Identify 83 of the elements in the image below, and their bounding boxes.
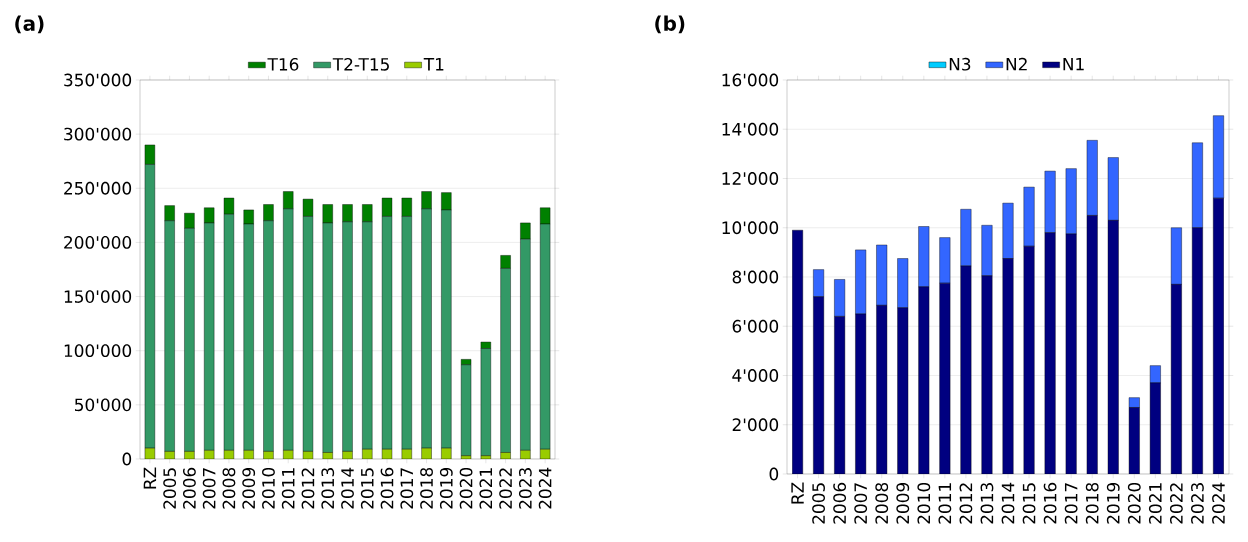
x-tick-label: 2014	[341, 467, 354, 509]
x-tick-label: 2012	[959, 483, 973, 524]
bar	[960, 209, 972, 267]
y-tick-label: 6'000	[732, 319, 779, 333]
x-tick-label: 2009	[242, 467, 256, 509]
bar	[1170, 227, 1182, 285]
x-tick-label: 2006	[183, 467, 196, 509]
chart-title: (b)	[655, 15, 685, 34]
bar	[918, 226, 930, 288]
x-tick-label: 2015	[1022, 483, 1036, 524]
y-tick-label: 0	[769, 467, 779, 481]
y-tick-label: 300'000	[64, 127, 132, 141]
x-tick-label: 2018	[420, 467, 433, 509]
x-tick-label: 2022	[1169, 483, 1183, 524]
legend-label: N2	[1006, 57, 1027, 71]
x-tick-label: 2008	[875, 482, 889, 524]
y-tick-label: 2'000	[732, 418, 779, 432]
bar	[1149, 365, 1161, 384]
y-tick-label: 350'000	[64, 73, 132, 87]
x-tick-label: 2021	[479, 468, 493, 509]
bar	[855, 249, 867, 315]
y-tick-label: 14'000	[722, 122, 779, 136]
x-tick-label: 2023	[518, 468, 532, 509]
x-tick-label: 2005	[812, 483, 825, 524]
y-tick-label: 150'000	[64, 290, 132, 303]
y-tick-label: 4'000	[732, 369, 779, 382]
bar	[876, 244, 888, 306]
bar	[897, 258, 909, 308]
bar	[960, 265, 972, 474]
x-tick-label: 2009	[896, 482, 910, 524]
bar	[834, 279, 846, 317]
x-tick-label: 2017	[1064, 483, 1078, 524]
x-tick-label: 2019	[439, 467, 453, 509]
x-tick-label: 2024	[538, 467, 552, 509]
x-tick-label: 2010	[262, 467, 275, 509]
y-tick-label: 0	[122, 452, 132, 466]
y-tick-label: 16'000	[722, 73, 779, 87]
x-tick-label: 2013	[980, 483, 994, 524]
legend-label: N3	[949, 57, 971, 71]
x-tick-label: RZ	[143, 467, 157, 489]
y-tick-label: 10'000	[722, 221, 779, 235]
x-tick-label: 2010	[917, 482, 931, 524]
x-tick-label: 2014	[1001, 482, 1015, 524]
x-tick-label: 2024	[1212, 482, 1225, 524]
x-tick-label: 2018	[1085, 482, 1099, 524]
x-tick-label: RZ	[791, 482, 804, 504]
legend-label: T1	[423, 58, 444, 71]
x-tick-label: 2005	[163, 468, 177, 509]
x-tick-label: 2020	[459, 467, 473, 509]
x-tick-label: 2015	[360, 468, 374, 509]
x-tick-label: 2017	[400, 468, 414, 509]
y-tick-label: 200'000	[64, 236, 132, 249]
x-tick-label: 2008	[222, 467, 236, 509]
x-tick-label: 2007	[202, 468, 216, 509]
bar	[981, 275, 993, 474]
legend-label: N1	[1063, 57, 1084, 71]
chart-title: (a)	[15, 15, 44, 34]
x-tick-label: 2023	[1191, 483, 1204, 524]
legend-label: T16	[267, 57, 299, 71]
y-tick-label: 50'000	[75, 398, 132, 412]
y-tick-label: 100'000	[64, 344, 132, 358]
x-tick-label: 2021	[1148, 483, 1162, 524]
x-tick-label: 2012	[301, 468, 315, 509]
bar	[1002, 258, 1014, 474]
y-tick-label: 12'000	[722, 172, 779, 185]
bar	[981, 225, 993, 276]
x-tick-label: 2013	[321, 468, 335, 509]
x-tick-label: 2022	[499, 468, 513, 509]
legend-label: T2-T15	[332, 57, 389, 71]
bar	[1002, 202, 1014, 259]
y-tick-label: 250'000	[64, 181, 132, 195]
bar	[813, 269, 825, 297]
bar	[1023, 246, 1035, 474]
x-tick-label: 2016	[380, 467, 394, 509]
x-tick-label: 2006	[833, 482, 847, 524]
x-tick-label: 2019	[1106, 482, 1120, 524]
x-tick-label: 2011	[938, 483, 952, 524]
x-tick-label: 2020	[1127, 482, 1141, 524]
x-tick-label: 2011	[281, 468, 295, 509]
x-tick-label: 2007	[854, 483, 868, 524]
bar	[939, 237, 951, 284]
y-tick-label: 8'000	[732, 270, 779, 284]
x-tick-label: 2016	[1043, 482, 1057, 524]
